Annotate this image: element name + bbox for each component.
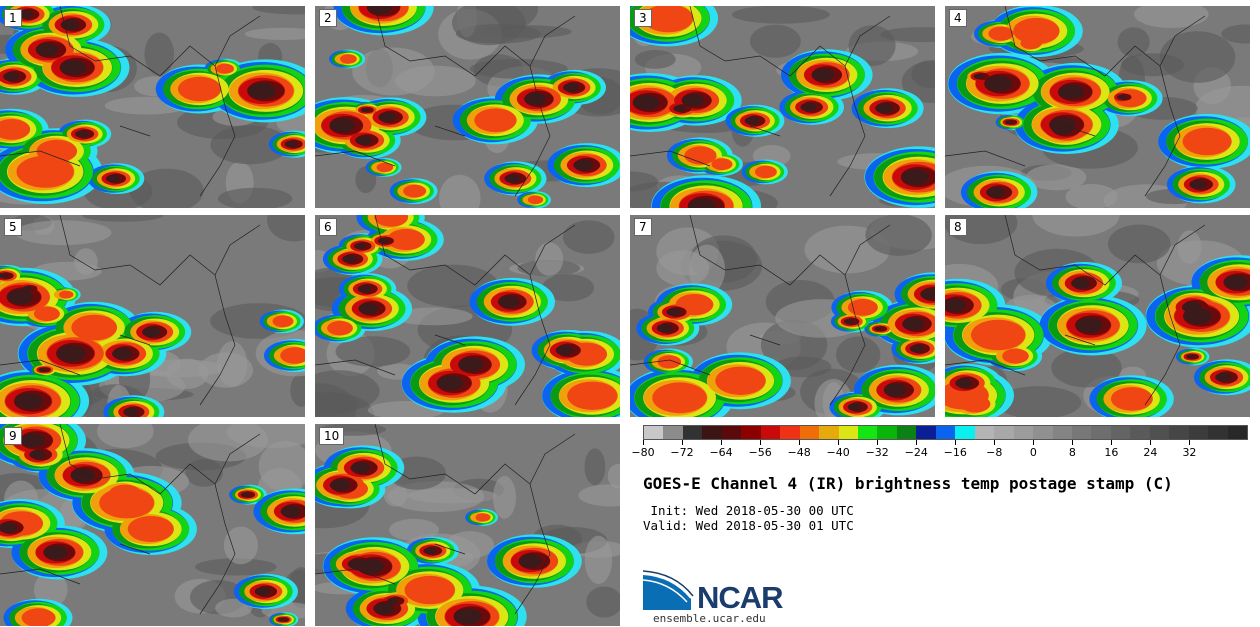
stamp-panel-5: 5 [0,215,305,417]
colorbar-tick [760,440,762,445]
panel-label: 4 [949,9,967,27]
stamp-panel-10: 10 [315,424,620,626]
valid-time: Valid: Wed 2018-05-30 01 UTC [643,518,854,533]
colorbar-tick-label: −16 [943,446,967,459]
stamp-panel-2: 2 [315,6,620,208]
colorbar-swatch [1091,426,1111,439]
panel-label: 6 [319,218,337,236]
colorbar-swatch [1149,426,1170,439]
stamp-panel-9: 9 [0,424,305,626]
colorbar-tick-label: −8 [986,446,1003,459]
colorbar-tick-label: 32 [1182,446,1197,459]
colorbar-tick [721,440,723,445]
colorbar-tick [877,440,879,445]
colorbar-swatch [838,426,858,439]
colorbar-tick-label: −32 [865,446,889,459]
site-url: ensemble.ucar.edu [653,612,766,625]
stamp-panel-3: 3 [630,6,935,208]
colorbar-tick-label: 24 [1143,446,1158,459]
stamp-panel-6: 6 [315,215,620,417]
colorbar-swatch [721,426,742,439]
colorbar-swatch [877,426,897,439]
ir-satellite-map [630,215,935,417]
colorbar-swatch [760,426,781,439]
colorbar-swatch [1052,426,1072,439]
colorbar-tick-label: 8 [1068,446,1076,459]
panel-label: 7 [634,218,652,236]
colorbar-swatch [780,426,800,439]
stamp-panel-4: 4 [945,6,1250,208]
colorbar-swatch [857,426,878,439]
colorbar-tick [838,440,840,445]
colorbar-tick [916,440,918,445]
colorbar-swatch [702,426,722,439]
ir-satellite-map [945,215,1250,417]
ir-satellite-map [0,424,305,626]
ir-satellite-map [945,6,1250,208]
colorbar-tick-label: 16 [1104,446,1119,459]
colorbar-swatch [644,426,664,439]
colorbar-tick [1189,440,1191,445]
colorbar-tick [1072,440,1074,445]
colorbar-swatch [1188,426,1209,439]
panel-label: 3 [634,9,652,27]
stamp-panel-1: 1 [0,6,305,208]
colorbar-tick [1111,440,1113,445]
colorbar-tick-label: −64 [709,446,733,459]
colorbar-ticks: −80 −72 −64 −56 −48 −40 −32 −24 −16 −8 0 8 16 24 32 [631,440,1248,462]
colorbar-tick [994,440,996,445]
colorbar-tick-label: 0 [1029,446,1037,459]
panel-label: 9 [4,427,22,445]
colorbar-swatch [1110,426,1131,439]
colorbar-tick-label: −24 [904,446,928,459]
colorbar-tick-label: −72 [670,446,694,459]
ir-satellite-map [0,6,305,208]
panel-label: 5 [4,218,22,236]
colorbar-tick [955,440,957,445]
colorbar-tick-label: −40 [826,446,850,459]
colorbar-tick [799,440,801,445]
colorbar-tick [643,440,644,445]
ir-satellite-map [315,424,620,626]
colorbar-tick-label: −56 [748,446,772,459]
ir-satellite-map [0,215,305,417]
ncar-logo-icon [643,570,694,610]
colorbar-swatch [1071,426,1092,439]
colorbar-swatch [955,426,975,439]
ir-satellite-map [315,6,620,208]
colorbar-swatch [682,426,703,439]
ir-satellite-map [315,215,620,417]
colorbar-tick-label: −80 [631,446,655,459]
stamp-panel-7: 7 [630,215,935,417]
colorbar-swatch [1208,426,1228,439]
colorbar-swatch [799,426,820,439]
ir-satellite-map [630,6,935,208]
figure-title: GOES-E Channel 4 (IR) brightness temp po… [643,474,1173,493]
colorbar-swatch [819,426,839,439]
colorbar-swatch [1227,426,1248,439]
colorbar-swatch [974,426,995,439]
colorbar-swatch [741,426,761,439]
temperature-colorbar [643,425,1248,440]
colorbar-tick [682,440,684,445]
stamp-panel-8: 8 [945,215,1250,417]
ncar-wordmark: NCAR [697,580,784,615]
colorbar-swatch [1033,426,1053,439]
colorbar-swatch [1169,426,1189,439]
colorbar-swatch [1130,426,1150,439]
colorbar-swatch [994,426,1014,439]
colorbar-swatch [916,426,936,439]
panel-label: 10 [319,427,345,445]
colorbar-swatch [896,426,917,439]
colorbar-swatch [935,426,956,439]
panel-label: 8 [949,218,967,236]
colorbar-tick [1033,440,1035,445]
colorbar-tick [1150,440,1152,445]
init-time: Init: Wed 2018-05-30 00 UTC [643,503,854,518]
colorbar-swatch [663,426,683,439]
colorbar-swatch [1013,426,1034,439]
colorbar-tick-label: −48 [787,446,811,459]
panel-label: 1 [4,9,22,27]
panel-label: 2 [319,9,337,27]
